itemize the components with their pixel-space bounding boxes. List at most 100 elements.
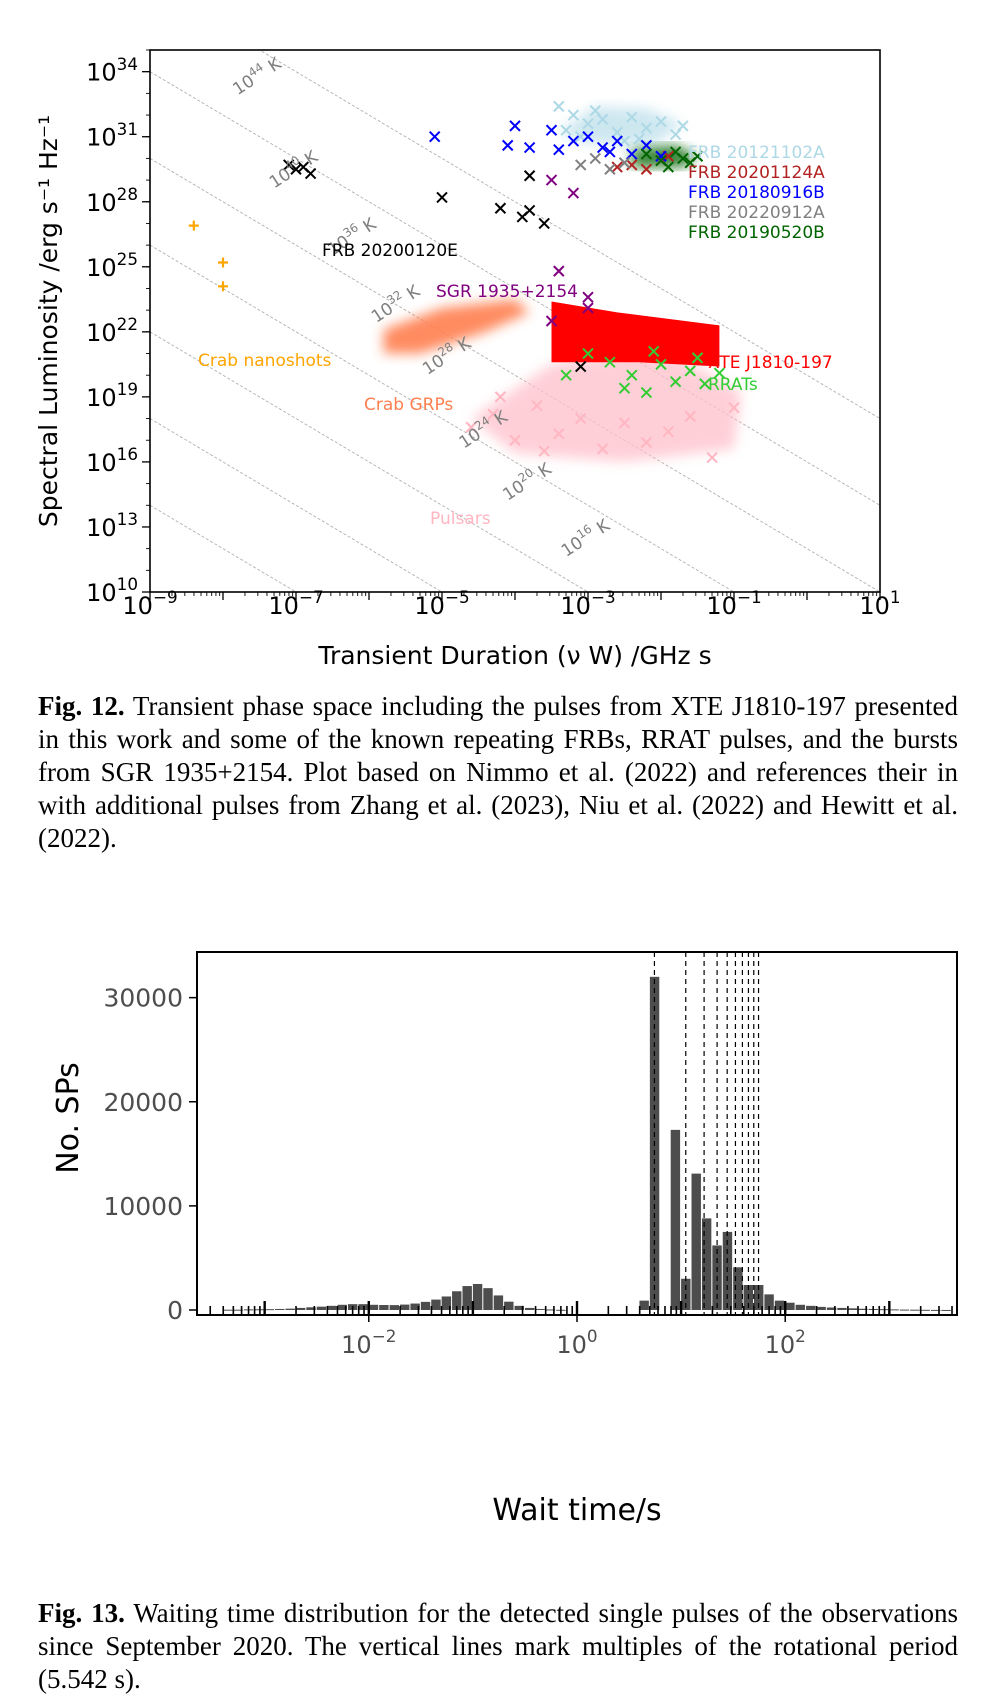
y-tick-label: 1016 [86,444,138,477]
histogram-bar [327,1305,337,1310]
data-point [574,412,587,425]
data-point [691,150,704,162]
annotation-label: Crab GRPs [364,395,453,415]
y-tick-label: 1031 [86,119,138,152]
histogram-bar [472,1283,483,1310]
data-point [640,386,653,399]
data-point [706,451,718,464]
xte-j1810-cloud [551,301,720,367]
data-point [188,220,199,231]
annotation-label: FRB 20190520B [688,223,825,243]
histogram-bar [514,1305,524,1310]
data-point [582,131,594,143]
data-point [728,402,740,414]
histogram-bar [316,1306,327,1310]
crab-grps-cloud [383,299,530,354]
y-tick-label: 10000 [103,1192,183,1221]
histogram-bar [899,1309,910,1311]
data-point [655,358,667,371]
data-point [611,135,623,147]
data-point [531,399,543,412]
data-point [655,150,667,162]
histogram-bar [545,1309,556,1311]
histogram-bar [639,1300,649,1310]
brightness-line [150,158,880,592]
histogram-bar [764,1294,774,1310]
annotation-label: Crab nanoshots [198,351,332,371]
y-axis-label: No. SPs [51,1062,86,1174]
histogram-bar [847,1308,858,1310]
x-tick-label: 102 [765,1326,806,1359]
data-point [282,159,295,171]
histogram-bar [285,1308,295,1310]
histogram-bar [420,1301,431,1310]
data-point [604,146,616,158]
data-point [290,163,302,175]
histogram-bar [452,1291,462,1310]
data-point [684,410,696,423]
data-point [589,104,602,117]
histogram-bar [400,1304,410,1310]
data-point [596,443,609,455]
data-point [560,124,572,136]
data-point [582,347,594,360]
figure-12-caption: Fig. 12. Transient phase space including… [38,690,958,855]
histogram-bar [368,1304,379,1310]
histogram-bar [493,1295,504,1310]
data-point [640,122,653,134]
histogram-bar [910,1309,920,1311]
histogram-bar [264,1309,275,1311]
brightness-label: 1040 K [264,144,322,193]
data-point [538,217,550,230]
brightness-line [150,331,589,592]
data-point [618,382,631,394]
figure-13: 0 10000 20000 30000 10−2 100 102 Wait time/s N… [0,890,996,1550]
figure-12: 1044 K 1040 K 1036 K 1032 K 1028 K 1024 K 1020… [0,0,996,680]
caption-label: Fig. 13. [38,1598,125,1628]
data-point [677,152,689,165]
y-tick-label: 1025 [86,249,138,282]
x-tick-label: 10−1 [706,587,761,620]
data-point [640,436,653,449]
data-point [640,163,653,175]
caption-text: Waiting time distribution for the detect… [38,1598,959,1694]
histogram-bar [524,1307,535,1310]
x-tick-label: 10−9 [122,587,177,620]
histogram-bar [691,1173,701,1310]
histogram-bar [826,1307,837,1310]
histogram-bar [254,1309,264,1311]
histogram-bar [930,1309,941,1311]
y-tick-label: 1028 [86,184,138,217]
histogram-bar [410,1303,420,1310]
data-point [487,408,499,420]
data-point [691,352,704,364]
annotation-label: FRB 20121102A [688,143,825,163]
histogram-bar [889,1309,899,1311]
histogram-bar [785,1302,795,1310]
plot-frame [196,951,958,1316]
data-point [428,131,441,143]
annotation-label: FRB 20200120E [322,241,458,261]
histogram-bar [379,1305,389,1310]
data-point [494,391,507,403]
y-tick-label: 0 [167,1296,183,1325]
data-point [523,141,536,154]
data-point [501,139,514,152]
data-point [304,167,317,180]
data-point [713,367,726,379]
brightness-line [150,244,735,592]
brightness-line [258,50,880,419]
data-point [596,141,609,154]
data-point [640,139,653,152]
annotation-label: RRATs [708,375,758,395]
histogram-bar [504,1301,514,1310]
data-point [604,356,616,368]
data-point [553,265,565,277]
brightness-label: 1016 K [556,512,614,561]
histogram-bar [837,1307,847,1310]
x-axis-label: Transient Duration (ν W) /GHz s [317,641,711,670]
data-point [553,100,565,113]
histogram-bar [223,1309,233,1311]
annotation-label: Pulsars [430,509,491,529]
